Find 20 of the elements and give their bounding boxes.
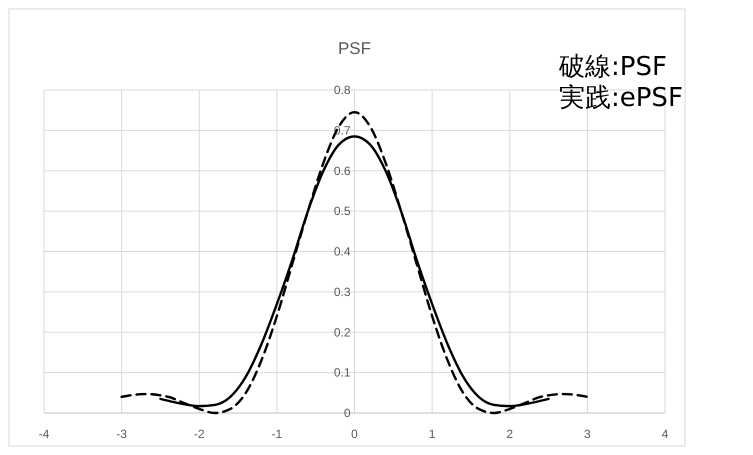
y-tick-label: 0.1 — [334, 366, 351, 380]
x-tick-label: 4 — [662, 427, 669, 441]
y-tick-label: 0.2 — [334, 325, 351, 340]
x-tick-label: 1 — [428, 427, 436, 441]
y-tick-label: 0.8 — [334, 83, 351, 97]
x-tick-label: -4 — [38, 427, 50, 441]
y-tick-label: 0.5 — [334, 204, 351, 218]
chart-title: PSF — [338, 39, 372, 58]
x-tick-label: 2 — [506, 427, 514, 441]
annotation: 実践:ePSF — [559, 83, 683, 113]
y-tick-label: 0 — [344, 406, 351, 420]
y-tick-label: 0.3 — [334, 284, 351, 299]
y-tick-label: 0.4 — [334, 244, 351, 258]
y-tick-label: 0.6 — [334, 164, 351, 178]
text: 破線:PSF — [558, 52, 667, 82]
x-tick-label: -2 — [194, 427, 205, 441]
x-tick-label: -1 — [272, 427, 283, 441]
x-tick-label: 3 — [584, 427, 592, 441]
line-series — [159, 135, 550, 408]
x-tick-label: -3 — [116, 427, 128, 441]
